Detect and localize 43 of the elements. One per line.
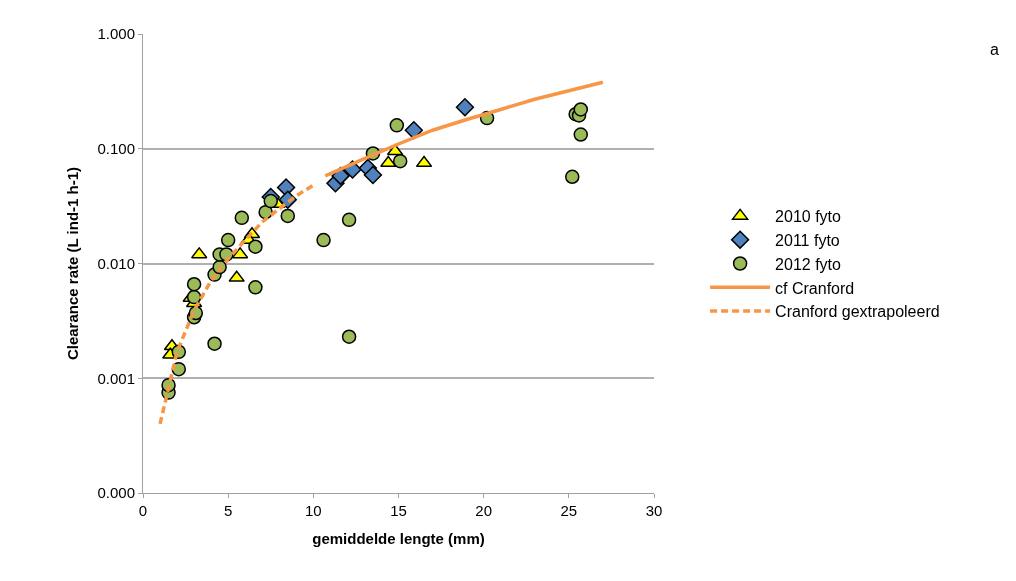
y-tick-label: 0.100 bbox=[97, 140, 135, 157]
point bbox=[565, 169, 580, 184]
point bbox=[363, 165, 383, 185]
text: a bbox=[990, 41, 999, 58]
point bbox=[280, 208, 296, 224]
y-tick-label: 0.010 bbox=[97, 254, 135, 272]
point bbox=[207, 336, 222, 351]
point bbox=[392, 153, 408, 169]
legend-label: 2010 fyto bbox=[775, 208, 842, 226]
x-tick-label: 25 bbox=[560, 502, 578, 519]
point bbox=[341, 212, 357, 228]
point bbox=[415, 155, 433, 168]
y-tick-label: 0.000 bbox=[97, 484, 135, 502]
x-tick-label: 20 bbox=[475, 502, 493, 519]
y-axis-title: Clearance rate (L ind-1 h-1) bbox=[63, 166, 81, 361]
x-tick-label: 5 bbox=[224, 502, 233, 519]
point bbox=[186, 289, 202, 305]
point bbox=[380, 155, 397, 168]
point bbox=[248, 280, 263, 295]
point bbox=[389, 118, 405, 133]
point bbox=[316, 232, 331, 248]
point bbox=[234, 210, 250, 226]
point bbox=[220, 232, 236, 248]
point bbox=[341, 329, 357, 344]
legend-label: 2011 fyto bbox=[775, 231, 840, 249]
legend-label: Cranford gextrapoleerd bbox=[775, 303, 940, 321]
y-tick-label: 0.001 bbox=[97, 369, 135, 387]
x-tick-label: 0 bbox=[138, 502, 148, 519]
legend-label: 2012 fyto bbox=[775, 255, 842, 273]
x-tick-label: 15 bbox=[390, 502, 407, 519]
y-tick-label: 1.000 bbox=[97, 25, 135, 43]
x-axis-title: gemiddelde lengte (mm) bbox=[312, 530, 485, 547]
point bbox=[248, 239, 263, 254]
point bbox=[455, 98, 475, 117]
point bbox=[228, 270, 245, 282]
point bbox=[404, 121, 424, 140]
x-tick-label: 30 bbox=[645, 502, 663, 519]
legend-label: cf Cranford bbox=[775, 279, 855, 297]
point bbox=[573, 102, 589, 117]
point bbox=[186, 276, 202, 292]
x-tick-label: 10 bbox=[304, 502, 322, 519]
point bbox=[573, 127, 589, 142]
point bbox=[263, 193, 278, 209]
